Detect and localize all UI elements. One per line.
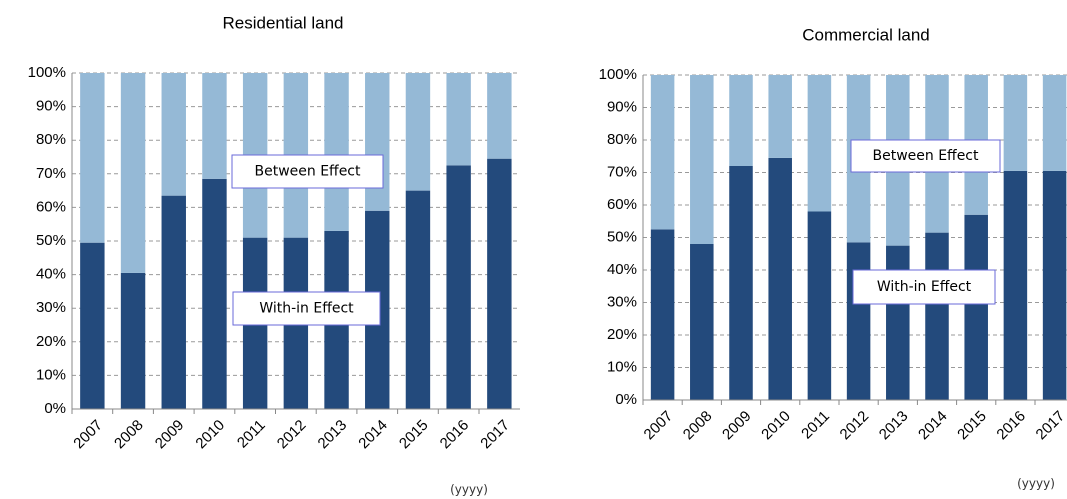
x-tick-label: 2015 [396, 417, 432, 453]
y-tick-label: 50% [607, 228, 637, 245]
annotation-box [232, 291, 381, 326]
x-axis-unit: (yyyy) [450, 483, 488, 497]
bar-segment [1042, 75, 1067, 171]
bar-segment [365, 73, 390, 211]
y-tick-label: 70% [36, 165, 66, 182]
y-tick-label: 80% [607, 131, 637, 148]
y-tick-label: 70% [607, 163, 637, 180]
bar-segment [80, 242, 105, 409]
x-tick-label: 2009 [152, 417, 188, 453]
y-tick-label: 90% [36, 98, 66, 115]
bar-segment [846, 242, 871, 400]
y-tick-label: 40% [36, 266, 66, 283]
y-tick-label: 20% [607, 326, 637, 343]
y-tick-label: 10% [36, 366, 66, 383]
annotation-box [850, 139, 1001, 173]
y-tick-label: 30% [36, 299, 66, 316]
bar-segment [964, 214, 988, 400]
y-tick-label: 90% [607, 98, 637, 115]
bar-segment [120, 73, 146, 273]
bar-segment [487, 73, 512, 159]
y-tick-label: 50% [36, 232, 66, 249]
chart-title: Commercial land [802, 25, 930, 44]
x-tick-label: 2016 [993, 408, 1029, 444]
annotation-label: With-in Effect [259, 301, 354, 317]
bar-segment [446, 165, 471, 409]
x-tick-label: 2012 [837, 408, 873, 444]
y-tick-label: 0% [44, 400, 66, 417]
bar-segment [1003, 75, 1028, 171]
y-tick-label: 30% [607, 293, 637, 310]
x-tick-label: 2015 [954, 408, 990, 444]
bar-segment [690, 75, 714, 244]
bar-segment [729, 166, 753, 400]
x-tick-label: 2007 [70, 417, 106, 453]
bar-segment [446, 73, 471, 166]
bar-segment [405, 73, 431, 191]
bar-segment [807, 211, 832, 400]
bar-segment [405, 190, 431, 409]
x-tick-label: 2016 [437, 417, 473, 453]
x-tick-label: 2010 [758, 408, 794, 444]
bar-segment [768, 75, 792, 158]
bar-segment [650, 75, 675, 230]
x-tick-label: 2012 [274, 417, 310, 453]
x-axis-unit: (yyyy) [1017, 477, 1055, 491]
bar-segment [768, 157, 792, 400]
x-tick-label: 2008 [111, 417, 147, 453]
y-tick-label: 10% [607, 358, 637, 375]
bar-segment [202, 178, 227, 409]
annotation-label: Between Effect [255, 164, 362, 180]
x-tick-label: 2017 [477, 417, 513, 453]
bar-segment [324, 73, 349, 231]
y-tick-label: 100% [28, 64, 66, 81]
y-tick-label: 60% [36, 198, 66, 215]
bar-segment [925, 232, 949, 400]
bar-segment [120, 272, 146, 409]
y-tick-label: 40% [607, 261, 637, 278]
bar-segment [161, 195, 186, 409]
bar-segment [80, 73, 105, 243]
x-tick-label: 2010 [192, 417, 228, 453]
bar-segment [202, 73, 227, 179]
bar-segment [807, 75, 832, 212]
annotation-box [231, 154, 384, 189]
x-tick-label: 2013 [315, 417, 351, 453]
x-tick-label: 2009 [719, 408, 755, 444]
chart-title: Residential land [223, 13, 344, 32]
annotation-label: Between Effect [873, 148, 980, 164]
bar-segment [690, 244, 714, 400]
x-tick-label: 2014 [915, 408, 951, 444]
x-tick-label: 2011 [234, 417, 269, 452]
y-tick-label: 20% [36, 333, 66, 350]
annotation-box [852, 269, 996, 305]
x-tick-label: 2014 [355, 417, 391, 453]
y-tick-label: 80% [36, 131, 66, 148]
y-tick-label: 0% [615, 391, 637, 408]
bar-segment [1003, 170, 1028, 400]
bar-segment [886, 245, 910, 400]
annotation-label: With-in Effect [877, 279, 972, 295]
y-tick-label: 100% [599, 66, 637, 83]
x-tick-label: 2013 [876, 408, 912, 444]
x-tick-label: 2008 [680, 408, 716, 444]
x-tick-label: 2017 [1033, 408, 1067, 444]
bar-segment [650, 229, 675, 400]
x-tick-label: 2007 [641, 408, 677, 444]
bar-segment [161, 73, 186, 196]
y-tick-label: 60% [607, 196, 637, 213]
x-tick-label: 2011 [798, 408, 833, 443]
bar-segment [1042, 170, 1067, 400]
bar-segment [729, 75, 753, 166]
bar-segment [487, 158, 512, 409]
